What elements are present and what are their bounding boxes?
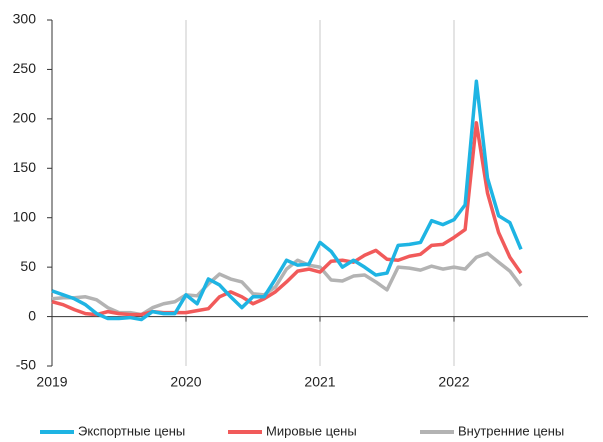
y-tick-label: 200	[13, 110, 37, 126]
x-tick-label: 2019	[36, 374, 67, 390]
y-tick-label: 0	[28, 307, 36, 323]
series-line	[51, 251, 523, 317]
series-line	[51, 79, 523, 322]
y-tick-label: 150	[13, 159, 37, 175]
legend-label: Мировые цены	[266, 423, 357, 438]
x-tick-label: 2020	[170, 374, 201, 390]
x-tick-label: 2021	[304, 374, 335, 390]
legend-label: Внутренние цены	[458, 423, 564, 438]
y-tick-label: 250	[13, 60, 37, 76]
x-tick-label: 2022	[438, 374, 469, 390]
y-tick-label: 300	[13, 11, 37, 27]
y-tick-label: 100	[13, 208, 37, 224]
y-tick-label: 50	[20, 258, 36, 274]
legend-label: Экспортные цены	[78, 423, 185, 438]
series-line	[51, 121, 523, 317]
y-tick-label: -50	[16, 357, 36, 373]
